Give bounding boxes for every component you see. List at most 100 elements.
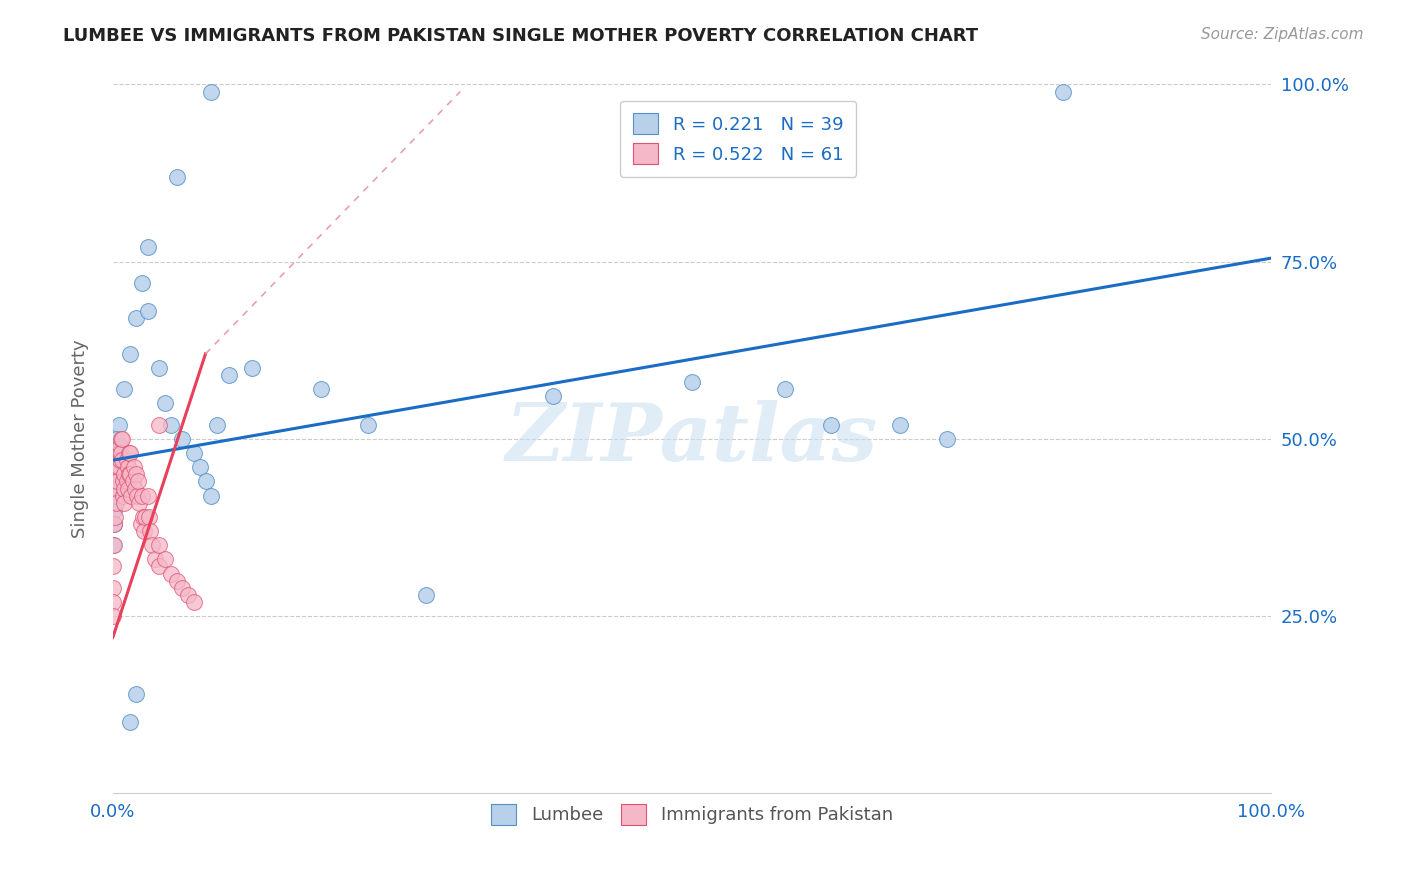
Point: [159, 417, 181, 432]
Point: [108, 453, 131, 467]
Point: [183, 595, 205, 609]
Point: [104, 489, 127, 503]
Point: [120, 489, 142, 503]
Point: [117, 482, 139, 496]
Point: [200, 489, 222, 503]
Point: [773, 382, 796, 396]
Point: [143, 552, 166, 566]
Point: [136, 240, 159, 254]
Point: [148, 361, 170, 376]
Point: [128, 496, 150, 510]
Text: Source: ZipAtlas.com: Source: ZipAtlas.com: [1201, 27, 1364, 42]
Point: [356, 417, 378, 432]
Point: [205, 417, 228, 432]
Point: [134, 509, 156, 524]
Point: [107, 475, 129, 489]
Point: [101, 538, 124, 552]
Point: [172, 432, 194, 446]
Point: [141, 538, 163, 552]
Point: [105, 432, 128, 446]
Point: [139, 524, 162, 538]
Point: [107, 460, 129, 475]
Point: [136, 304, 159, 318]
Point: [188, 460, 211, 475]
Point: [107, 446, 129, 460]
Point: [110, 446, 132, 460]
Point: [114, 482, 136, 496]
Point: [172, 581, 194, 595]
Point: [153, 396, 176, 410]
Point: [107, 417, 129, 432]
Point: [159, 566, 181, 581]
Point: [104, 489, 127, 503]
Point: [311, 382, 333, 396]
Point: [104, 509, 127, 524]
Point: [101, 595, 124, 609]
Point: [114, 467, 136, 482]
Point: [136, 489, 159, 503]
Point: [148, 417, 170, 432]
Point: [112, 475, 135, 489]
Point: [127, 475, 149, 489]
Point: [110, 432, 132, 446]
Point: [889, 417, 911, 432]
Point: [131, 489, 153, 503]
Legend: Lumbee, Immigrants from Pakistan: Lumbee, Immigrants from Pakistan: [482, 795, 901, 834]
Point: [127, 489, 149, 503]
Point: [1052, 85, 1074, 99]
Point: [107, 460, 129, 475]
Point: [114, 382, 136, 396]
Point: [541, 389, 564, 403]
Point: [103, 538, 125, 552]
Point: [120, 446, 142, 460]
Point: [935, 432, 957, 446]
Point: [125, 467, 148, 482]
Point: [125, 687, 148, 701]
Point: [681, 375, 703, 389]
Point: [200, 85, 222, 99]
Point: [153, 552, 176, 566]
Point: [118, 467, 141, 482]
Point: [132, 509, 155, 524]
Point: [166, 169, 188, 184]
Point: [114, 496, 136, 510]
Text: LUMBEE VS IMMIGRANTS FROM PAKISTAN SINGLE MOTHER POVERTY CORRELATION CHART: LUMBEE VS IMMIGRANTS FROM PAKISTAN SINGL…: [63, 27, 979, 45]
Point: [117, 460, 139, 475]
Point: [118, 446, 141, 460]
Point: [103, 516, 125, 531]
Point: [240, 361, 263, 376]
Point: [101, 609, 124, 624]
Point: [120, 715, 142, 730]
Point: [125, 311, 148, 326]
Point: [105, 496, 128, 510]
Point: [177, 588, 200, 602]
Point: [415, 588, 437, 602]
Point: [105, 482, 128, 496]
Text: ZIPatlas: ZIPatlas: [506, 401, 877, 477]
Point: [183, 446, 205, 460]
Point: [112, 489, 135, 503]
Point: [134, 524, 156, 538]
Point: [218, 368, 240, 383]
Point: [101, 581, 124, 595]
Point: [103, 503, 125, 517]
Point: [111, 453, 134, 467]
Point: [124, 482, 146, 496]
Point: [111, 432, 134, 446]
Point: [120, 347, 142, 361]
Point: [120, 467, 142, 482]
Point: [103, 516, 125, 531]
Point: [131, 276, 153, 290]
Point: [107, 475, 129, 489]
Y-axis label: Single Mother Poverty: Single Mother Poverty: [72, 340, 89, 538]
Point: [148, 559, 170, 574]
Point: [129, 516, 152, 531]
Point: [820, 417, 842, 432]
Point: [194, 475, 217, 489]
Point: [115, 475, 138, 489]
Point: [115, 453, 138, 467]
Point: [148, 538, 170, 552]
Point: [105, 467, 128, 482]
Point: [107, 453, 129, 467]
Point: [166, 574, 188, 588]
